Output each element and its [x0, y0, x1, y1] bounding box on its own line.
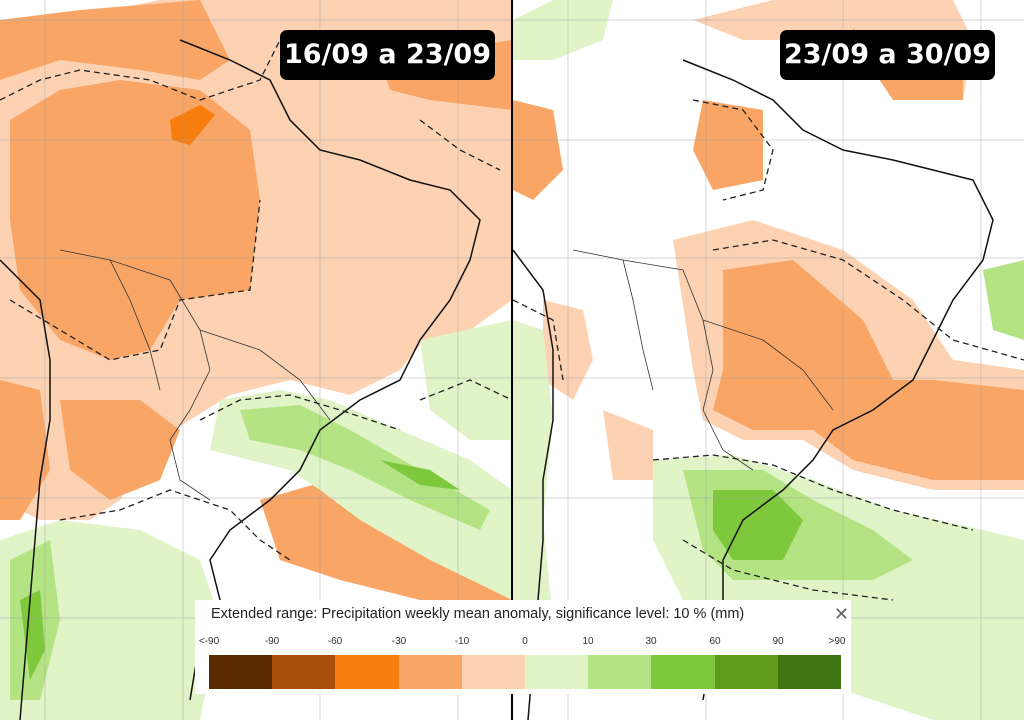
- legend-swatch: [272, 655, 336, 689]
- dry-area-strong: [60, 400, 180, 500]
- legend-label: -30: [391, 636, 407, 647]
- coastline: [682, 59, 994, 701]
- panel-divider: [511, 0, 514, 720]
- legend: Extended range: Precipitation weekly mea…: [195, 600, 851, 694]
- dry-area: [603, 410, 653, 480]
- wet-area-peak: [713, 490, 803, 560]
- legend-swatch: [461, 655, 526, 689]
- dry-area-strong: [713, 260, 1024, 480]
- legend-swatch: [335, 655, 399, 689]
- legend-label: <-90: [198, 636, 220, 647]
- significance-contours: [0, 39, 512, 561]
- legend-swatch: [588, 655, 652, 689]
- borders: [59, 249, 331, 501]
- wet-area-peak: [380, 460, 460, 490]
- legend-label: 30: [645, 636, 657, 647]
- coastline: [0, 259, 51, 720]
- wet-area-strong: [240, 405, 490, 530]
- legend-label: -10: [454, 636, 470, 647]
- graticule: [0, 0, 512, 720]
- legend-title: Extended range: Precipitation weekly mea…: [211, 606, 745, 622]
- legend-swatch: [398, 655, 462, 689]
- borders: [572, 249, 834, 471]
- legend-label: -90: [264, 636, 280, 647]
- map-panel-left: [0, 0, 512, 720]
- coastline: [179, 39, 481, 701]
- anomaly-map-left: [0, 0, 512, 720]
- legend-colorbar: [209, 655, 842, 689]
- dry-area-strong: [513, 100, 563, 200]
- dry-area-peak: [170, 105, 215, 145]
- legend-swatch: [777, 655, 842, 689]
- legend-swatch: [651, 655, 715, 689]
- dry-area-strong: [10, 80, 260, 360]
- legend-label: 90: [772, 636, 784, 647]
- legend-label: -60: [327, 636, 343, 647]
- legend-swatch: [525, 655, 589, 689]
- legend-label: 0: [522, 636, 528, 647]
- legend-label: >90: [828, 636, 846, 647]
- dry-area-strong: [693, 100, 763, 190]
- wet-area: [420, 320, 512, 440]
- dry-area-strong: [0, 380, 50, 520]
- wet-area-strong: [983, 260, 1024, 340]
- legend-label: 10: [582, 636, 594, 647]
- wet-area: [0, 520, 220, 720]
- legend-labels: <-90 -90 -60 -30 -10 0 10 30 60 90 >90: [195, 636, 851, 650]
- dry-area-strong: [260, 480, 512, 600]
- period-badge-right: 23/09 a 30/09: [780, 30, 995, 80]
- legend-swatch: [209, 655, 273, 689]
- legend-label: 60: [709, 636, 721, 647]
- wet-area: [513, 0, 613, 60]
- period-badge-left: 16/09 a 23/09: [280, 30, 495, 80]
- wet-area: [513, 320, 553, 640]
- wet-area-peak: [20, 590, 45, 680]
- legend-swatch: [714, 655, 778, 689]
- close-icon[interactable]: ✕: [833, 604, 849, 625]
